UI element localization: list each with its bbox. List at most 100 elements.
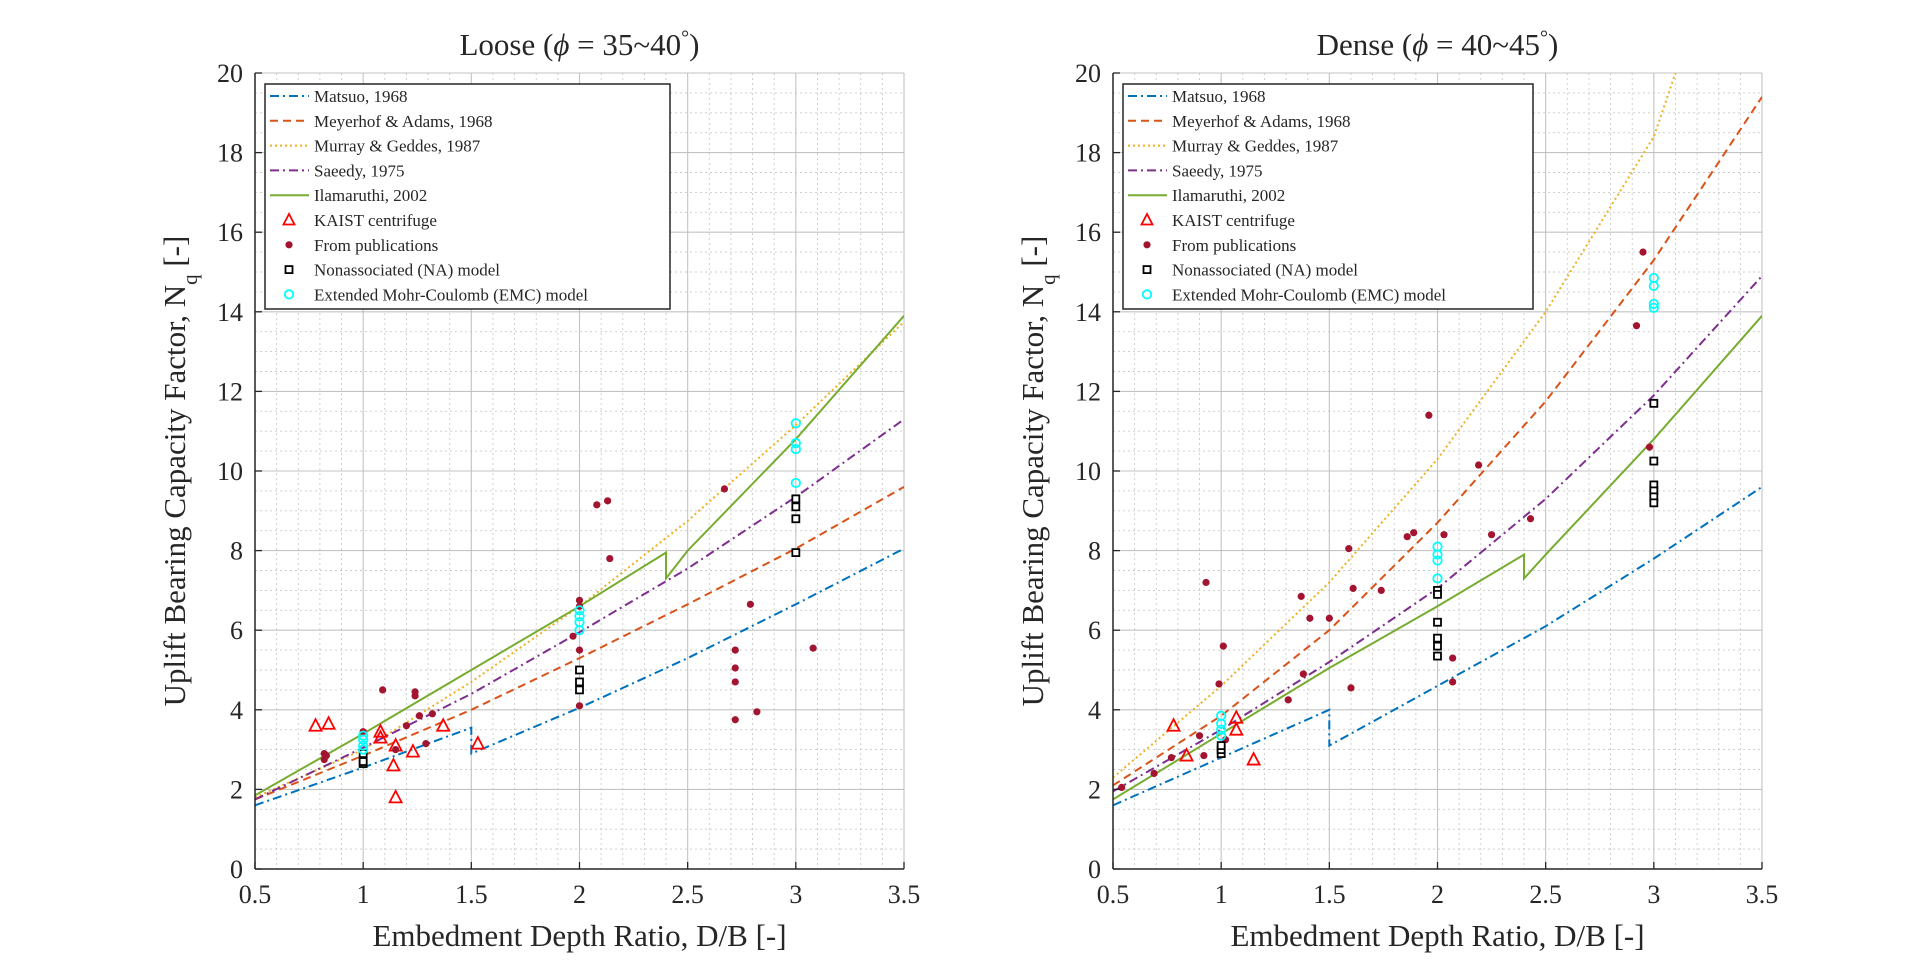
- marker-emc: [1432, 573, 1443, 584]
- series-line-saeedy: [255, 418, 904, 801]
- x-tick-label: 2.5: [671, 880, 704, 909]
- title-phi: ϕ: [553, 27, 569, 62]
- marker-emc: [1648, 302, 1659, 313]
- marker-publications: [575, 702, 584, 710]
- legend: Matsuo, 1968 Meyerhof & Adams, 1968 Murray…: [1122, 83, 1534, 310]
- marker-emc: [574, 611, 585, 622]
- marker-publications: [1425, 411, 1433, 419]
- marker-publications: [1215, 680, 1223, 688]
- title-degree: °: [1540, 27, 1548, 49]
- y-axis-label-text: Uplift Bearing Capacity Factor, N: [157, 285, 192, 706]
- legend-swatch-emc: [1141, 289, 1153, 300]
- marker-publications: [392, 746, 400, 754]
- legend-label-ilamaruthi: Ilamaruthi, 2002: [1172, 186, 1285, 205]
- legend-label-saeedy: Saeedy, 1975: [1172, 161, 1263, 180]
- x-tick-label: 0.5: [1097, 880, 1130, 909]
- marker-kaist: [1228, 721, 1244, 736]
- y-tick-label: 6: [230, 616, 243, 645]
- legend-label-matsuo: Matsuo, 1968: [314, 87, 408, 106]
- y-tick-label: 18: [1075, 139, 1101, 168]
- marker-na: [1433, 617, 1442, 627]
- series-line-meyerhof: [1113, 96, 1762, 787]
- marker-na: [791, 502, 801, 512]
- y-tick-label: 8: [230, 537, 243, 566]
- marker-publications: [411, 692, 419, 700]
- x-axis-label: Embedment Depth Ratio, D/B [-]: [372, 918, 786, 953]
- legend-label-murray: Murray & Geddes, 1987: [1172, 137, 1339, 156]
- marker-emc: [358, 744, 369, 755]
- marker-na: [575, 677, 584, 687]
- marker-na: [358, 757, 368, 766]
- marker-publications: [731, 664, 739, 672]
- x-tick-label: 1.5: [455, 880, 488, 909]
- marker-publications: [1297, 592, 1305, 600]
- legend-box: [1122, 83, 1534, 310]
- title-degree: °: [681, 27, 689, 49]
- marker-publications: [1403, 533, 1411, 541]
- marker-publications: [606, 554, 614, 563]
- marker-publications: [1299, 670, 1307, 678]
- x-tick-label: 1: [357, 880, 370, 909]
- legend-swatch-publications: [1143, 241, 1151, 249]
- marker-emc: [790, 477, 801, 489]
- legend-label-matsuo: Matsuo, 1968: [1172, 87, 1266, 106]
- y-tick-label: 4: [1088, 696, 1101, 725]
- marker-publications: [1632, 322, 1641, 330]
- marker-na: [575, 685, 584, 695]
- y-axis-label-subscript: q: [178, 274, 202, 285]
- marker-publications: [731, 646, 739, 654]
- marker-na: [575, 665, 584, 675]
- legend-swatch-na: [284, 265, 294, 275]
- y-tick-label: 16: [1075, 218, 1101, 247]
- marker-emc: [574, 617, 585, 628]
- marker-publications: [379, 686, 387, 694]
- x-tick-label: 1: [1215, 880, 1228, 909]
- marker-emc: [1432, 555, 1443, 566]
- marker-emc: [1648, 280, 1659, 292]
- y-tick-label: 10: [217, 457, 243, 486]
- chart-panel-dense: 0.5 1 1.5 2 2.5 3 3.5 0 2 4 6 8 10 12 14 16 18 20 Dense (ϕ…: [1015, 27, 1778, 953]
- marker-publications: [1377, 586, 1385, 595]
- marker-na: [791, 494, 801, 504]
- marker-publications: [1167, 753, 1176, 762]
- x-tick-label: 2: [573, 880, 586, 909]
- y-tick-label: 20: [217, 59, 243, 88]
- marker-emc: [358, 734, 369, 745]
- marker-na: [1649, 498, 1659, 508]
- series-line-matsuo: [1113, 486, 1762, 807]
- y-tick-label: 2: [230, 775, 243, 804]
- marker-na: [1433, 641, 1442, 651]
- marker-kaist: [321, 715, 337, 730]
- legend-label-meyerhof: Meyerhof & Adams, 1968: [314, 112, 492, 131]
- marker-na: [1433, 651, 1442, 661]
- y-tick-label: 12: [217, 377, 243, 406]
- marker-na: [791, 514, 801, 524]
- legend-box: [264, 83, 671, 310]
- y-axis-label-unit: [-]: [1015, 236, 1050, 275]
- title-close: ): [1548, 27, 1558, 62]
- series-line-ilamaruthi: [255, 315, 904, 797]
- y-axis-label: Uplift Bearing Capacity Factor, Nq [-]: [157, 236, 202, 707]
- marker-kaist: [1179, 747, 1195, 762]
- marker-kaist: [435, 717, 451, 732]
- y-tick-label: 8: [1088, 537, 1101, 566]
- marker-publications: [402, 722, 411, 730]
- marker-publications: [1410, 529, 1418, 537]
- chart-panel-loose: 0.5 1 1.5 2 2.5 3 3.5 0 2 4 6 8 10 12 14 16 18 20 Loose (ϕ…: [157, 27, 920, 953]
- y-tick-label: 14: [1075, 298, 1101, 327]
- marker-emc: [790, 444, 801, 455]
- x-tick-label: 3: [1647, 880, 1660, 909]
- marker-publications: [1195, 732, 1204, 740]
- marker-publications: [809, 644, 817, 652]
- marker-publications: [1645, 443, 1654, 451]
- y-axis-label-unit: [-]: [157, 236, 192, 275]
- marker-na: [1433, 589, 1442, 599]
- x-tick-label: 1.5: [1313, 880, 1346, 909]
- marker-na: [1216, 741, 1226, 751]
- legend-label-murray: Murray & Geddes, 1987: [314, 137, 481, 156]
- marker-publications: [320, 755, 328, 764]
- marker-publications: [1345, 545, 1353, 553]
- legend-label-publications: From publications: [1172, 236, 1296, 255]
- marker-na: [1649, 398, 1659, 408]
